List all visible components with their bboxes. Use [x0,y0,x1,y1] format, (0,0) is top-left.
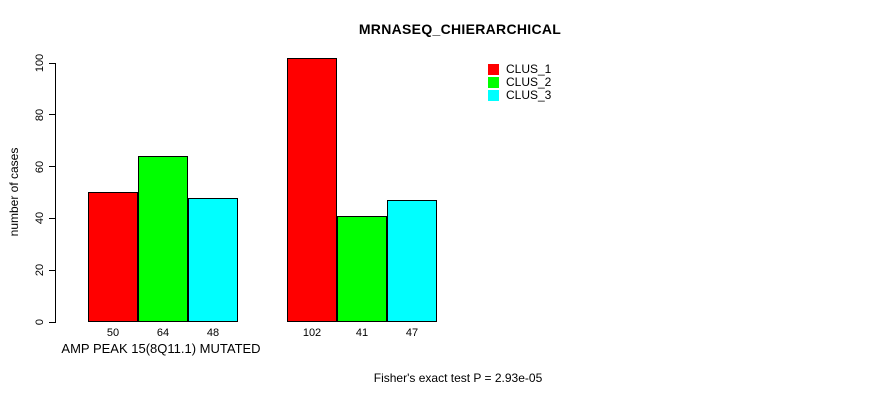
y-tick-mark [49,321,55,323]
y-tick-mark [49,166,55,168]
bar-clus_3-group2 [387,200,437,322]
bar-clus_2-group2 [337,216,387,322]
bar-clus_1-group1 [88,192,138,322]
bar-value-label: 102 [302,327,322,339]
y-tick-mark [49,114,55,116]
y-tick-label: 20 [34,264,46,277]
legend-label: CLUS_1 [506,62,552,76]
x-group-label: AMP PEAK 15(8Q11.1) MUTATED [61,341,261,356]
fisher-test-note: Fisher's exact test P = 2.93e-05 [373,371,543,385]
y-tick-label: 0 [34,318,46,326]
bar-value-label: 64 [156,327,170,339]
legend-swatch-icon [488,77,499,88]
legend-label: CLUS_3 [506,88,552,102]
bar-clus_2-group1 [138,156,188,322]
bar-value-label: 50 [106,327,120,339]
y-axis-line [55,63,56,323]
legend-swatch-icon [488,90,499,101]
y-tick-label: 100 [34,53,46,73]
y-tick-label: 60 [34,160,46,173]
legend-label: CLUS_2 [506,75,552,89]
bar-value-label: 48 [206,327,220,339]
bar-clus_3-group1 [188,198,238,322]
y-tick-label: 40 [34,212,46,225]
y-axis-title: number of cases [7,147,21,237]
y-tick-mark [49,217,55,219]
chart-title: MRNASEQ_CHIERARCHICAL [358,21,562,37]
y-tick-label: 80 [34,108,46,121]
bar-value-label: 47 [405,327,419,339]
y-tick-mark [49,62,55,64]
bar-value-label: 41 [355,327,369,339]
y-tick-mark [49,269,55,271]
legend-swatch-icon [488,64,499,75]
bar-clus_1-group2 [287,58,337,322]
